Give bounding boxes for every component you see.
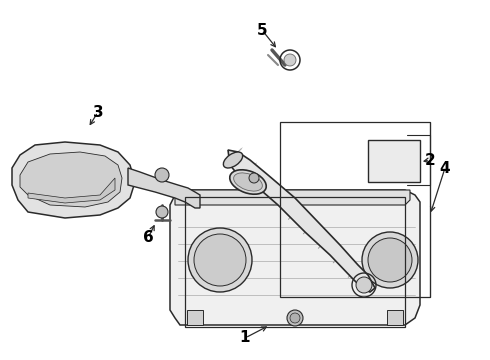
Circle shape [194, 234, 246, 286]
Ellipse shape [223, 152, 243, 168]
Polygon shape [12, 142, 135, 218]
Circle shape [188, 228, 252, 292]
Polygon shape [387, 310, 403, 325]
Text: 1: 1 [240, 330, 250, 346]
Polygon shape [170, 190, 420, 325]
Circle shape [287, 310, 303, 326]
Circle shape [249, 173, 259, 183]
Polygon shape [228, 150, 375, 292]
Text: 5: 5 [257, 23, 268, 37]
Polygon shape [187, 310, 203, 325]
Circle shape [356, 277, 372, 293]
Text: 6: 6 [143, 230, 153, 246]
Text: 3: 3 [93, 104, 103, 120]
Ellipse shape [230, 170, 266, 194]
Ellipse shape [234, 173, 262, 191]
Text: 2: 2 [425, 153, 436, 167]
Text: 4: 4 [440, 161, 450, 176]
Polygon shape [128, 168, 200, 208]
Polygon shape [175, 190, 410, 205]
Bar [368, 140, 420, 182]
Circle shape [290, 313, 300, 323]
Bar [280, 122, 430, 297]
Circle shape [156, 206, 168, 218]
Bar [185, 197, 405, 327]
Circle shape [362, 232, 418, 288]
Circle shape [368, 238, 412, 282]
Circle shape [284, 54, 296, 66]
Polygon shape [20, 152, 122, 207]
Polygon shape [28, 178, 115, 203]
Circle shape [155, 168, 169, 182]
